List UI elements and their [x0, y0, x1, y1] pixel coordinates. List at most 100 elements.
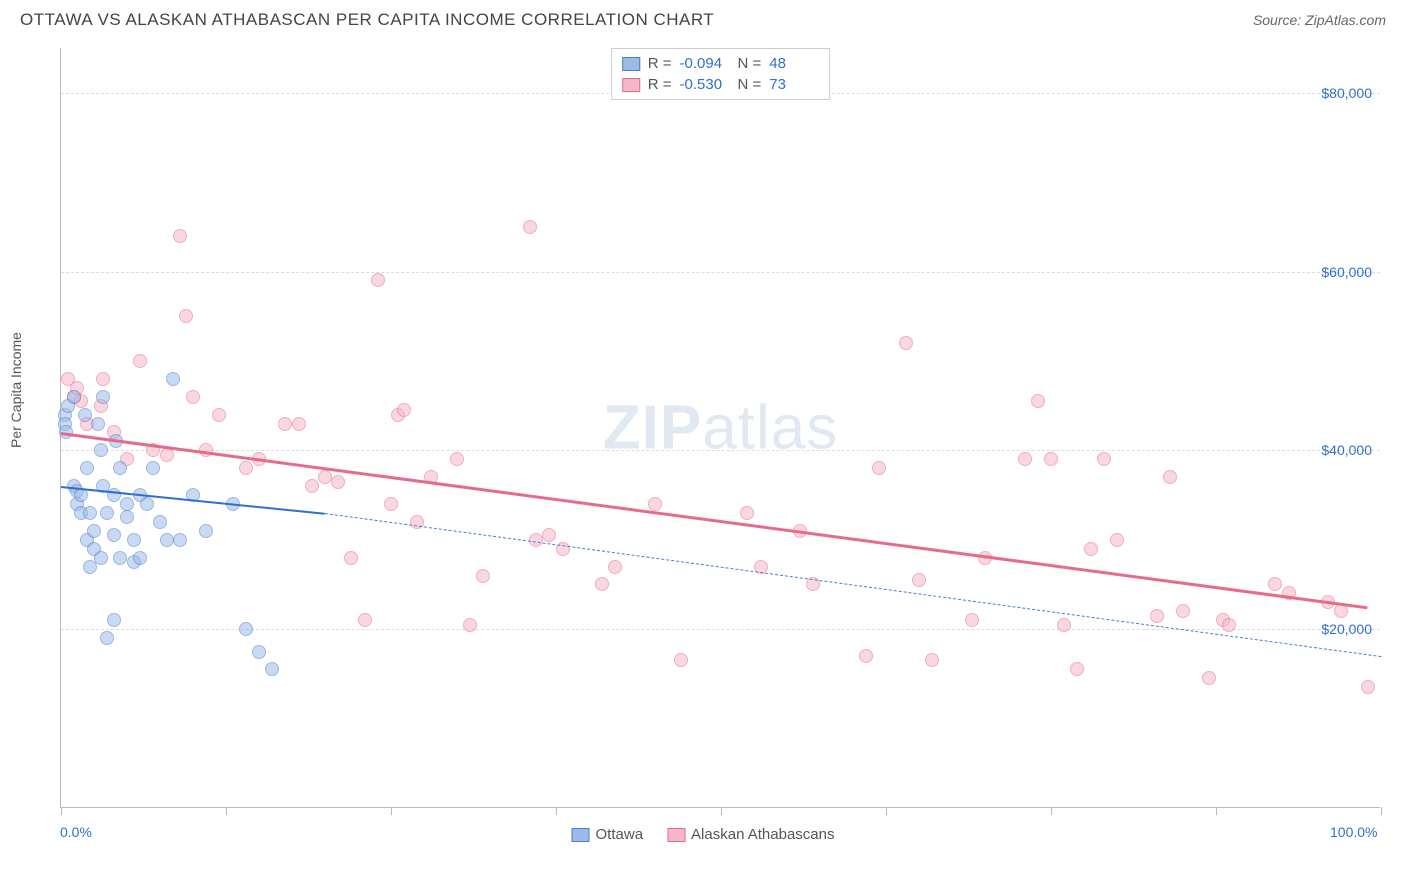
- data-point: [160, 533, 174, 547]
- data-point: [292, 417, 306, 431]
- n-label: N =: [738, 76, 762, 93]
- x-tick: [391, 807, 392, 815]
- data-point: [925, 653, 939, 667]
- x-tick: [1051, 807, 1052, 815]
- data-point: [107, 613, 121, 627]
- data-point: [1097, 452, 1111, 466]
- n-value: 48: [769, 55, 819, 72]
- n-label: N =: [738, 55, 762, 72]
- data-point: [199, 524, 213, 538]
- data-point: [1150, 609, 1164, 623]
- data-point: [476, 569, 490, 583]
- data-point: [384, 497, 398, 511]
- data-point: [113, 551, 127, 565]
- data-point: [965, 613, 979, 627]
- data-point: [912, 573, 926, 587]
- gridline: [61, 450, 1380, 451]
- data-point: [160, 448, 174, 462]
- data-point: [146, 461, 160, 475]
- data-point: [91, 417, 105, 431]
- y-tick-label: $60,000: [1321, 264, 1372, 280]
- legend-swatch: [622, 57, 640, 71]
- x-tick: [226, 807, 227, 815]
- data-point: [100, 631, 114, 645]
- data-point: [133, 551, 147, 565]
- data-point: [239, 461, 253, 475]
- data-point: [278, 417, 292, 431]
- data-point: [186, 390, 200, 404]
- data-point: [133, 354, 147, 368]
- data-point: [542, 528, 556, 542]
- data-point: [899, 336, 913, 350]
- x-tick: [886, 807, 887, 815]
- data-point: [140, 497, 154, 511]
- data-point: [1084, 542, 1098, 556]
- data-point: [648, 497, 662, 511]
- data-point: [1334, 604, 1348, 618]
- data-point: [529, 533, 543, 547]
- data-point: [179, 309, 193, 323]
- data-point: [1163, 470, 1177, 484]
- x-tick: [721, 807, 722, 815]
- y-axis-label: Per Capita Income: [8, 332, 24, 448]
- data-point: [113, 461, 127, 475]
- legend-swatch: [572, 828, 590, 842]
- data-point: [94, 443, 108, 457]
- data-point: [94, 551, 108, 565]
- data-point: [120, 497, 134, 511]
- legend-row: R =-0.530N =73: [622, 74, 820, 95]
- y-tick-label: $80,000: [1321, 85, 1372, 101]
- data-point: [358, 613, 372, 627]
- data-point: [1057, 618, 1071, 632]
- r-label: R =: [648, 76, 672, 93]
- x-tick: [1216, 807, 1217, 815]
- data-point: [1018, 452, 1032, 466]
- data-point: [96, 390, 110, 404]
- data-point: [1202, 671, 1216, 685]
- series-legend: OttawaAlaskan Athabascans: [572, 826, 835, 843]
- data-point: [153, 515, 167, 529]
- data-point: [239, 622, 253, 636]
- r-label: R =: [648, 55, 672, 72]
- data-point: [331, 475, 345, 489]
- chart-title: OTTAWA VS ALASKAN ATHABASCAN PER CAPITA …: [20, 10, 714, 30]
- data-point: [67, 390, 81, 404]
- data-point: [100, 506, 114, 520]
- data-point: [78, 408, 92, 422]
- legend-item: Alaskan Athabascans: [667, 826, 834, 843]
- chart-container: Per Capita Income ZIPatlas R = -0.094 N = 4…: [10, 38, 1396, 858]
- data-point: [173, 533, 187, 547]
- source-label: Source: ZipAtlas.com: [1253, 12, 1386, 28]
- data-point: [674, 653, 688, 667]
- x-tick-label: 0.0%: [60, 824, 92, 840]
- data-point: [450, 452, 464, 466]
- data-point: [1044, 452, 1058, 466]
- data-point: [318, 470, 332, 484]
- legend-row: R = -0.094 N = 48: [622, 53, 820, 74]
- legend-label: Alaskan Athabascans: [691, 826, 834, 843]
- data-point: [120, 510, 134, 524]
- data-point: [173, 229, 187, 243]
- data-point: [397, 403, 411, 417]
- data-point: [127, 533, 141, 547]
- data-point: [1070, 662, 1084, 676]
- watermark: ZIPatlas: [603, 392, 838, 463]
- data-point: [523, 220, 537, 234]
- correlation-legend: R = -0.094 N = 48 R =-0.530N =73: [611, 48, 831, 100]
- data-point: [305, 479, 319, 493]
- x-tick: [556, 807, 557, 815]
- data-point: [1222, 618, 1236, 632]
- data-point: [252, 645, 266, 659]
- x-tick-label: 100.0%: [1330, 824, 1377, 840]
- data-point: [740, 506, 754, 520]
- data-point: [608, 560, 622, 574]
- y-tick-label: $40,000: [1321, 442, 1372, 458]
- data-point: [1031, 394, 1045, 408]
- x-tick: [61, 807, 62, 815]
- data-point: [107, 528, 121, 542]
- r-value: -0.094: [680, 55, 730, 72]
- data-point: [1110, 533, 1124, 547]
- trend-line-dashed: [325, 513, 1381, 657]
- data-point: [1268, 577, 1282, 591]
- data-point: [166, 372, 180, 386]
